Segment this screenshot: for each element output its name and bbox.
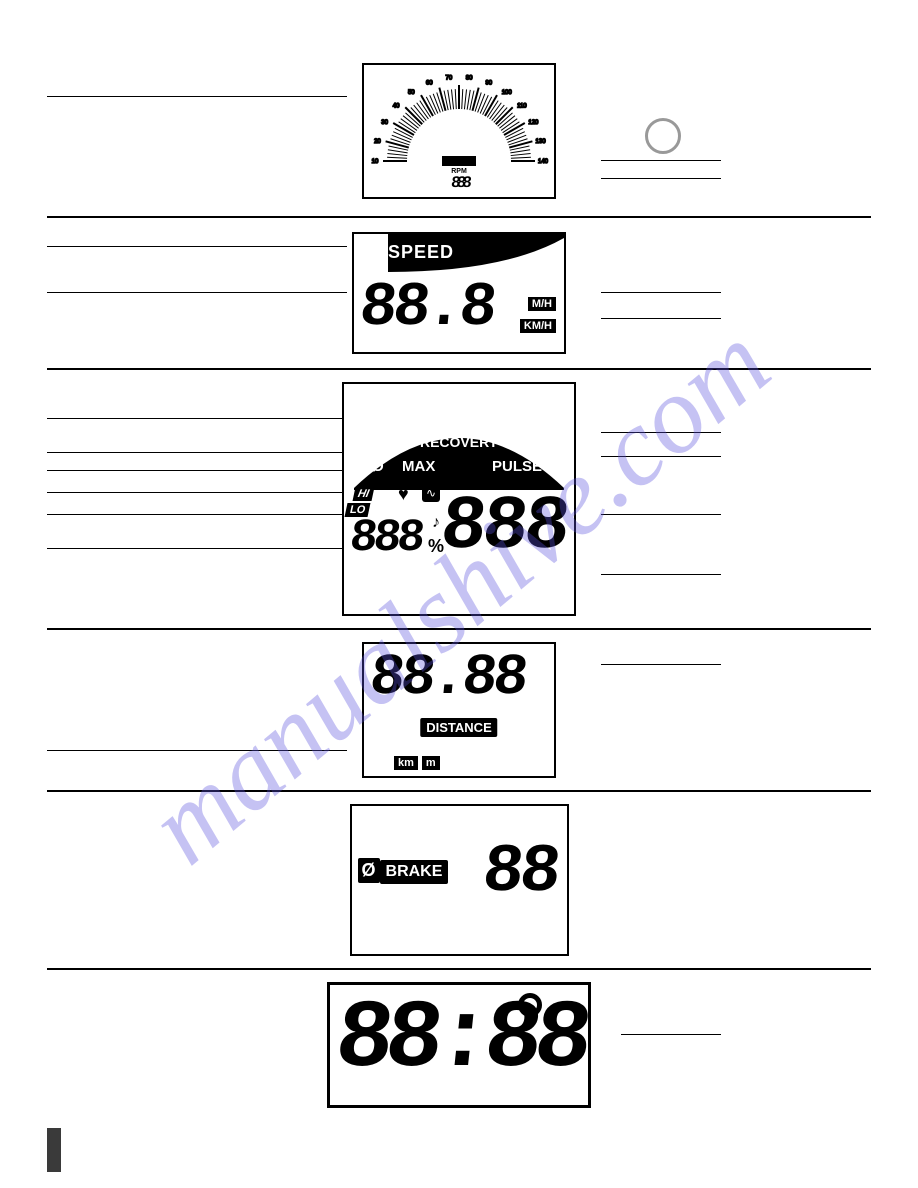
panel-brake: ØBRAKE 88 [350, 804, 569, 956]
svg-text:90: 90 [485, 80, 492, 86]
svg-text:80: 80 [466, 76, 473, 82]
speed-unit-mh: M/H [528, 297, 556, 311]
pulse-small-readout: 888 [347, 512, 423, 564]
speed-avg-symbol: Ø [360, 240, 376, 263]
svg-text:20: 20 [374, 139, 381, 145]
row-pulse: RECOVERY Ø MAX PULSE HI LO ♥ ∿ 888 ♪ % 8… [47, 374, 871, 624]
note-icon: ♪ [432, 514, 440, 532]
svg-text:70: 70 [446, 76, 453, 82]
svg-text:140: 140 [538, 159, 549, 165]
svg-text:60: 60 [426, 80, 433, 86]
distance-m: m [422, 756, 440, 770]
ecg-icon: ∿ [422, 484, 440, 502]
row-time: 88:88 [47, 974, 871, 1116]
hi-badge: HI [353, 487, 375, 501]
distance-readout: 88.88 [367, 646, 528, 711]
row-rpm: 102030405060708090100110120130140 RPM 88… [47, 50, 871, 212]
svg-text:50: 50 [408, 90, 415, 96]
svg-text:120: 120 [528, 120, 539, 126]
page-content: 102030405060708090100110120130140 RPM 88… [47, 50, 871, 1116]
pulse-avg-symbol: Ø [372, 458, 384, 475]
speed-header-svg [354, 234, 564, 274]
brake-readout: 88 [479, 834, 561, 911]
heart-icon: ♥ [398, 484, 409, 505]
brake-label: BRAKE [380, 860, 449, 884]
panel-rpm: 102030405060708090100110120130140 RPM 88… [362, 63, 556, 199]
recovery-label: RECOVERY [344, 434, 574, 450]
degree-mark [518, 993, 542, 1017]
speed-label: SPEED [388, 242, 454, 263]
panel-time: 88:88 [327, 982, 591, 1108]
pulse-big-readout: 888 [437, 484, 571, 570]
row-brake: ØBRAKE 88 [47, 796, 871, 964]
row-distance: 88.88 DISTANCE km m [47, 634, 871, 786]
rpm-readout: 888 [450, 175, 468, 191]
svg-text:100: 100 [502, 90, 513, 96]
pulse-max-label: MAX [402, 458, 435, 475]
page-tab-marker [47, 1128, 61, 1172]
time-readout: 88:88 [330, 985, 590, 1094]
speed-readout: 88.8 [356, 272, 496, 343]
svg-text:40: 40 [393, 103, 400, 109]
speed-unit-kmh: KM/H [520, 319, 556, 333]
rpm-gauge-svg: 10 20 30 40 50 60 70 80 90 100 110 120 130 140 [364, 69, 554, 169]
panel-speed: Ø SPEED 88.8 M/H KM/H [352, 232, 566, 354]
svg-text:110: 110 [517, 103, 527, 109]
row-speed: Ø SPEED 88.8 M/H KM/H [47, 222, 871, 364]
distance-label: DISTANCE [420, 718, 497, 737]
svg-text:30: 30 [381, 120, 388, 126]
marker-circle [645, 118, 681, 154]
distance-km: km [394, 756, 418, 770]
panel-distance: 88.88 DISTANCE km m [362, 642, 556, 778]
pulse-label: PULSE [492, 458, 542, 475]
svg-text:130: 130 [536, 139, 547, 145]
svg-text:10: 10 [372, 159, 379, 165]
panel-pulse: RECOVERY Ø MAX PULSE HI LO ♥ ∿ 888 ♪ % 8… [342, 382, 576, 616]
brake-avg-symbol: Ø [358, 858, 380, 883]
